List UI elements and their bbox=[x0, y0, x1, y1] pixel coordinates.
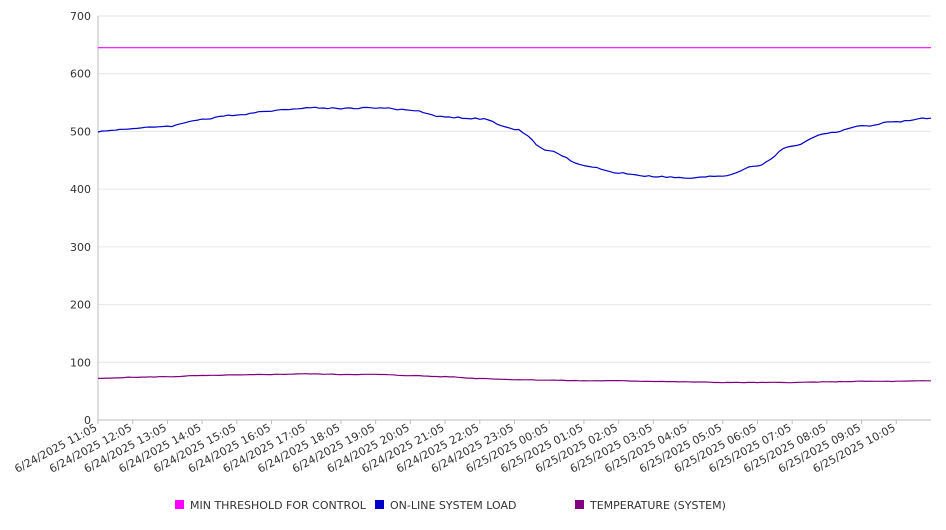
legend-swatch bbox=[175, 500, 184, 509]
y-tick-label: 400 bbox=[70, 183, 91, 196]
y-tick-label: 700 bbox=[70, 10, 91, 23]
axes bbox=[97, 16, 931, 424]
y-tick-label: 300 bbox=[70, 241, 91, 254]
y-tick-label: 500 bbox=[70, 125, 91, 138]
y-tick-label: 200 bbox=[70, 299, 91, 312]
gridlines bbox=[98, 15, 931, 363]
y-tick-label: 0 bbox=[84, 414, 91, 427]
series-lines bbox=[97, 47, 932, 384]
legend-label: TEMPERATURE (SYSTEM) bbox=[589, 499, 726, 512]
legend-label: ON-LINE SYSTEM LOAD bbox=[390, 499, 516, 512]
legend: MIN THRESHOLD FOR CONTROL ON-LINE SYSTEM … bbox=[175, 499, 726, 512]
y-tick-label: 100 bbox=[70, 356, 91, 369]
legend-swatch bbox=[575, 500, 584, 509]
y-tick-label: 600 bbox=[70, 68, 91, 81]
legend-label: MIN THRESHOLD FOR CONTROL bbox=[190, 499, 367, 512]
series-line-1 bbox=[97, 106, 932, 179]
x-tick-labels: 6/24/2025 11:056/24/2025 12:056/24/2025 … bbox=[12, 421, 897, 475]
series-line-2 bbox=[97, 373, 931, 384]
legend-swatch bbox=[375, 500, 384, 509]
y-tick-labels: 0 100 200 300 400 500 600 700 bbox=[70, 10, 91, 427]
